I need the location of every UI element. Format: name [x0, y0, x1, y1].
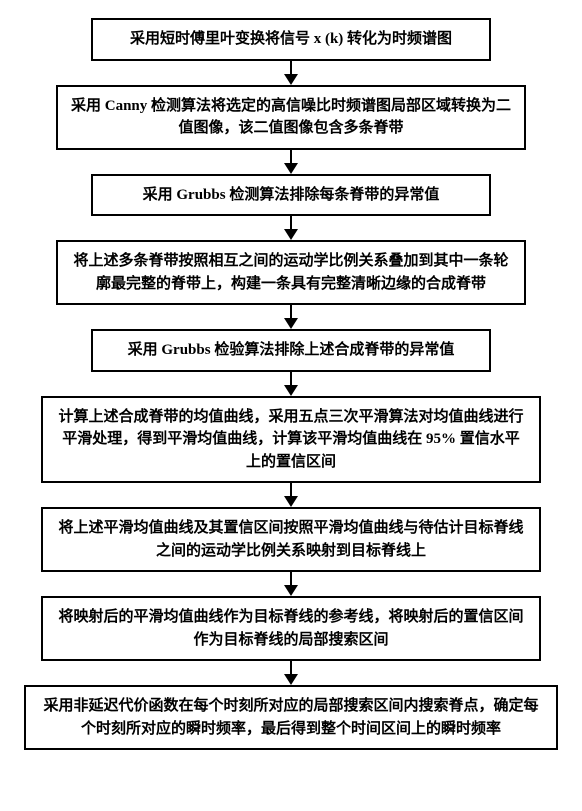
flow-arrow: [284, 372, 298, 396]
flow-arrow: [284, 216, 298, 240]
flow-node-7: 将上述平滑均值曲线及其置信区间按照平滑均值曲线与待估计目标脊线之间的运动学比例关…: [41, 507, 541, 572]
flow-node-6: 计算上述合成脊带的均值曲线，采用五点三次平滑算法对均值曲线进行平滑处理，得到平滑…: [41, 396, 541, 484]
flow-node-9: 采用非延迟代价函数在每个时刻所对应的局部搜索区间内搜索脊点，确定每个时刻所对应的…: [24, 685, 558, 750]
flow-arrow: [284, 61, 298, 85]
flow-node-5: 采用 Grubbs 检验算法排除上述合成脊带的异常值: [91, 329, 491, 372]
flow-node-4: 将上述多条脊带按照相互之间的运动学比例关系叠加到其中一条轮廓最完整的脊带上，构建…: [56, 240, 526, 305]
flow-node-3: 采用 Grubbs 检测算法排除每条脊带的异常值: [91, 174, 491, 217]
flow-arrow: [284, 661, 298, 685]
flow-node-2: 采用 Canny 检测算法将选定的高信噪比时频谱图局部区域转换为二值图像，该二值…: [56, 85, 526, 150]
flow-arrow: [284, 483, 298, 507]
flowchart-container: 采用短时傅里叶变换将信号 x (k) 转化为时频谱图 采用 Canny 检测算法…: [0, 0, 582, 768]
flow-arrow: [284, 572, 298, 596]
flow-arrow: [284, 150, 298, 174]
flow-node-8: 将映射后的平滑均值曲线作为目标脊线的参考线，将映射后的置信区间作为目标脊线的局部…: [41, 596, 541, 661]
flow-arrow: [284, 305, 298, 329]
flow-node-1: 采用短时傅里叶变换将信号 x (k) 转化为时频谱图: [91, 18, 491, 61]
